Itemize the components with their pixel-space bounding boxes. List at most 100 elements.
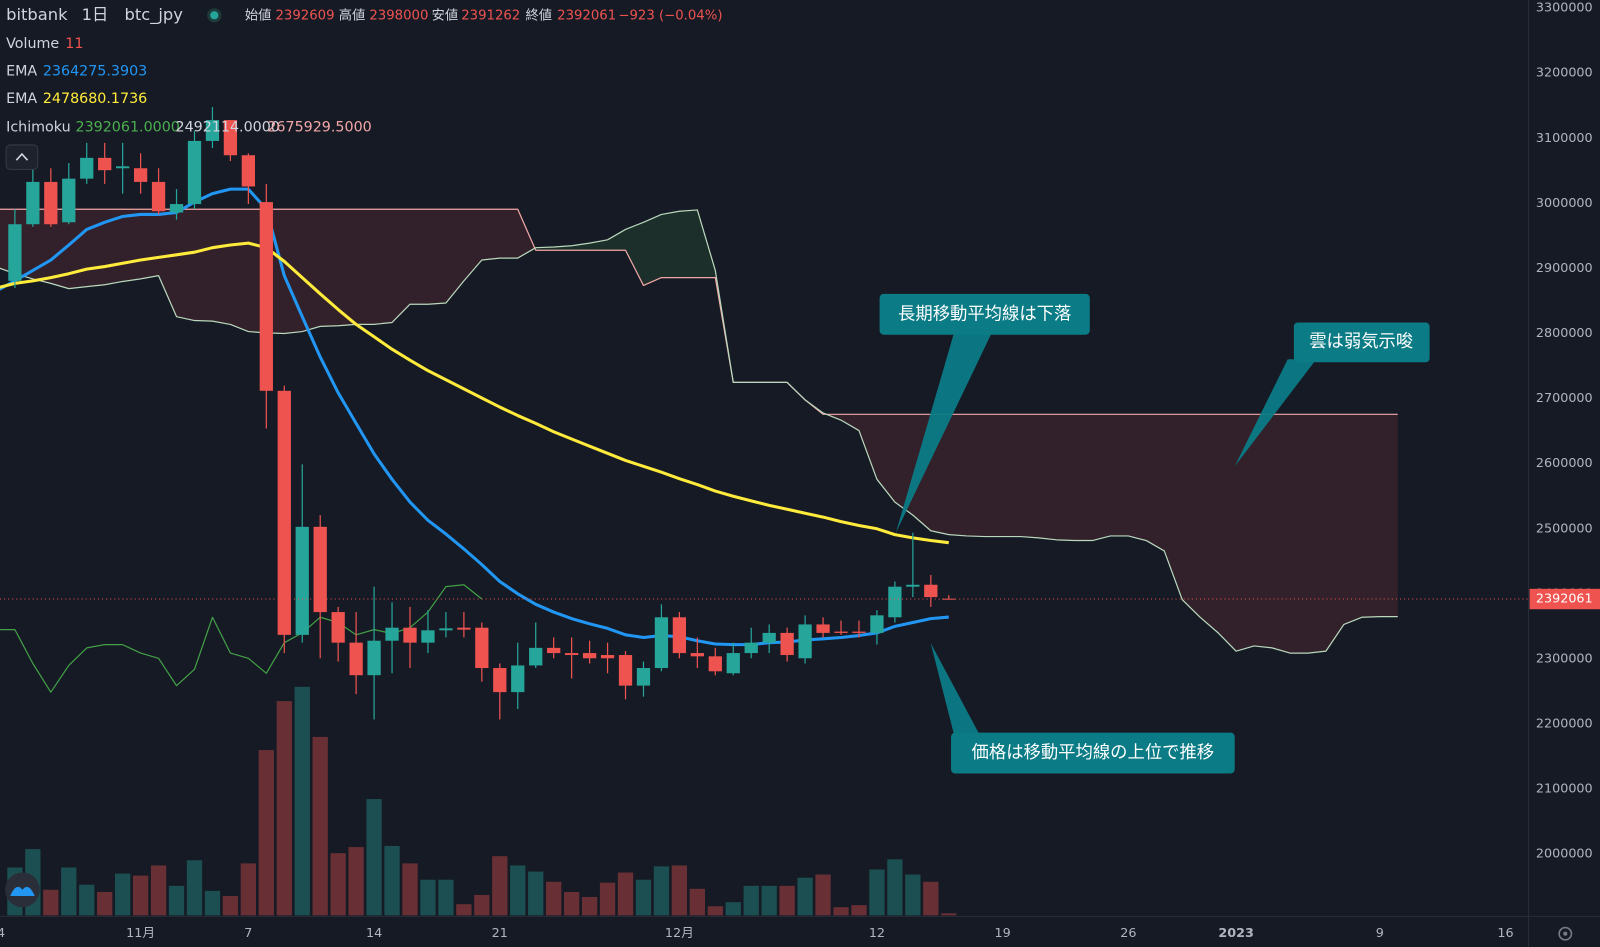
candle-body	[762, 632, 776, 643]
volume-bar	[761, 885, 777, 916]
candle-body	[475, 627, 489, 669]
candle-body	[870, 615, 884, 633]
settings[interactable]	[1558, 926, 1573, 941]
candle-body	[385, 627, 399, 641]
span-a-line	[0, 209, 1398, 654]
volume-bar	[510, 865, 526, 916]
candle-body	[367, 640, 381, 676]
y-tick-label: 2600000	[1536, 456, 1593, 471]
ohlc-label: 終値	[526, 7, 553, 23]
volume-bar	[150, 865, 167, 916]
volume-bar	[61, 867, 77, 916]
volume-layer	[7, 686, 957, 916]
volume-bar	[240, 863, 257, 916]
cloud-segment	[410, 209, 428, 305]
volume-bar	[528, 871, 544, 916]
volume-bar	[43, 889, 59, 916]
cloud-segment	[966, 414, 985, 537]
cloud-segment	[176, 209, 195, 321]
cloud-segment	[643, 214, 662, 286]
symbol: btc_jpy	[124, 5, 183, 25]
volume-bar	[635, 879, 652, 916]
y-tick-label: 2300000	[1536, 651, 1593, 666]
candle-body	[439, 628, 453, 631]
volume-bar	[887, 859, 903, 916]
legend-label: EMA	[6, 63, 37, 79]
callout-box	[951, 732, 1235, 774]
volume-bar	[132, 875, 149, 916]
candle-body	[295, 526, 309, 635]
x-tick-label: 16	[1497, 926, 1513, 941]
candle-body	[690, 653, 704, 657]
cloud-segment	[32, 209, 51, 284]
candle-body	[672, 617, 687, 654]
candle-body	[277, 390, 291, 635]
candle-body	[924, 584, 938, 598]
collapse-button[interactable]	[5, 144, 39, 170]
x-tick-label: 11月	[126, 926, 155, 941]
cloud-segment	[1272, 414, 1290, 654]
cloud-segment	[427, 209, 446, 305]
y-tick-label: 2100000	[1536, 782, 1593, 797]
callout-text: 雲は弱気示唆	[1309, 332, 1413, 352]
candle-body	[582, 653, 597, 659]
cloud-segment	[1325, 414, 1344, 652]
cloud-segment	[356, 209, 375, 325]
cloud-segment	[625, 222, 644, 286]
volume-bar	[474, 894, 490, 916]
candle-body	[816, 624, 830, 633]
candle-body	[798, 624, 812, 659]
callout-text: 長期移動平均線は下落	[898, 304, 1071, 324]
y-tick-label: 2900000	[1536, 261, 1593, 276]
x-tick-label: 7	[244, 926, 252, 941]
cloud-segment	[50, 209, 69, 289]
settings-icon[interactable]	[1558, 926, 1573, 941]
candle-body	[708, 656, 722, 672]
change: −923 (−0.04%)	[618, 8, 722, 23]
volume-bar	[599, 882, 616, 916]
candle-body	[636, 668, 651, 686]
cloud-segment	[1290, 414, 1308, 654]
volume-bar	[456, 904, 472, 916]
volume-bar	[492, 856, 508, 916]
price-tag-label: 2392061	[1536, 592, 1593, 607]
legend-value: 2364275.3903	[43, 63, 147, 79]
candle-body	[116, 166, 130, 169]
cloud-segment	[948, 414, 967, 536]
legend-value: 2492114.0000	[176, 120, 280, 136]
y-tick-label: 3200000	[1536, 66, 1593, 81]
volume-bar	[312, 736, 328, 916]
volume-bar	[420, 879, 436, 916]
legend-value: 2478680.1736	[43, 91, 147, 107]
cloud-segment	[1361, 414, 1380, 618]
volume-bar	[725, 902, 741, 916]
y-tick-label: 3300000	[1536, 1, 1593, 16]
y-tick-label: 2800000	[1536, 326, 1593, 341]
x-tick-label: 12月	[665, 926, 694, 941]
cloud-segment	[1092, 414, 1111, 541]
x-tick-label: 21	[492, 926, 508, 941]
cloud-segment	[1074, 414, 1093, 541]
volume-bar	[546, 881, 562, 916]
ohlc-value: 2398000	[369, 8, 428, 23]
volume-bar	[204, 890, 221, 916]
volume-bar	[186, 860, 203, 916]
candle-body	[888, 586, 902, 618]
volume-bar	[330, 853, 346, 916]
volume-bar	[97, 891, 113, 916]
cloud-segment	[1236, 414, 1255, 652]
volume-bar	[563, 891, 580, 916]
lagging-line	[0, 584, 483, 693]
volume-bar	[923, 881, 939, 916]
candle-body	[8, 224, 22, 281]
x-tick-label: 14	[366, 926, 382, 941]
cloud-segment	[463, 209, 482, 281]
x-tick-label: 12	[869, 926, 885, 941]
y-tick-label: 2200000	[1536, 717, 1593, 732]
volume-bar	[276, 701, 292, 916]
volume-bar	[79, 884, 95, 916]
candle-body	[26, 181, 40, 225]
cloud-segment	[1218, 414, 1237, 652]
volume-bar	[689, 888, 705, 916]
cloud-segment	[858, 414, 877, 480]
